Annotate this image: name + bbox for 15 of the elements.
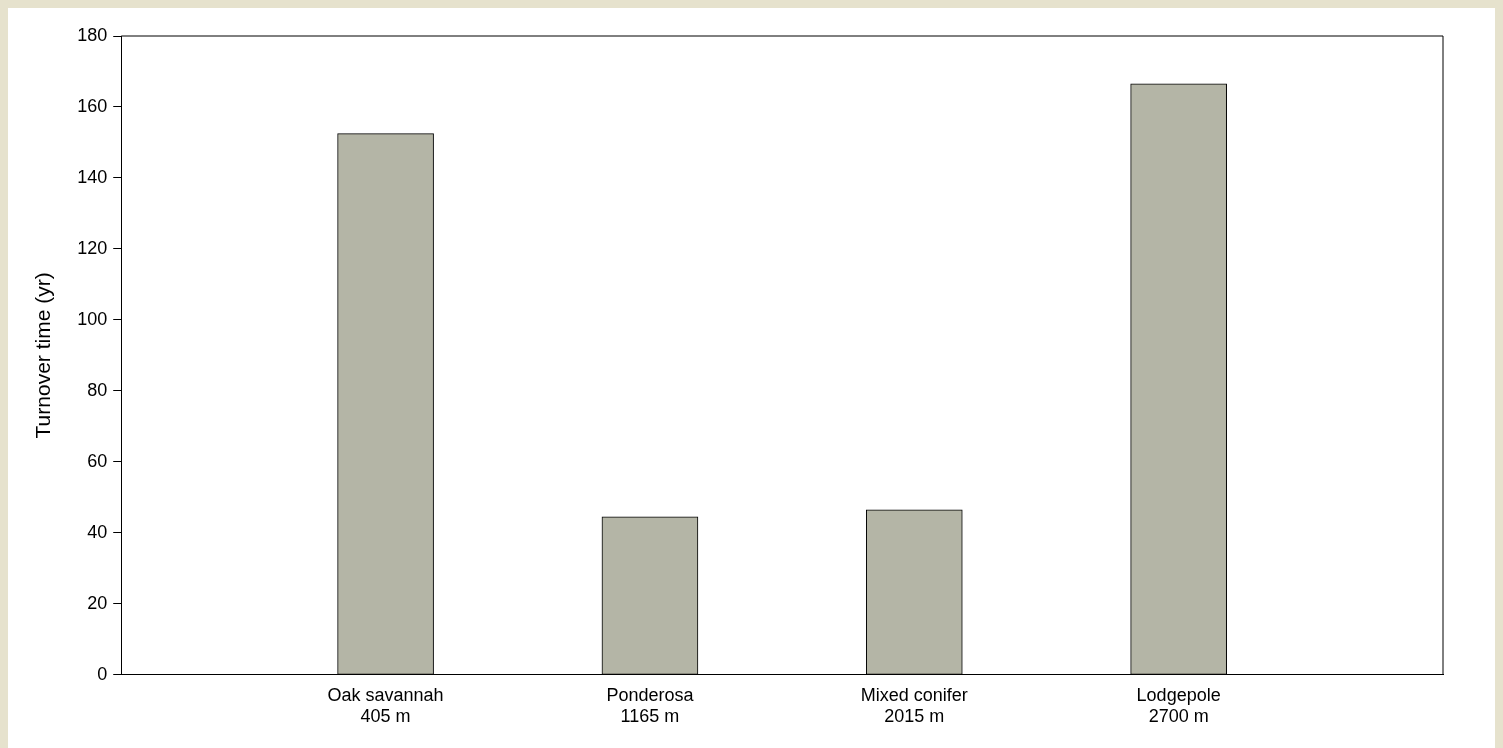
y-tick-label: 60 xyxy=(87,450,108,471)
y-tick-label: 180 xyxy=(77,24,108,45)
y-tick-label: 80 xyxy=(87,379,108,400)
x-tick-label: Mixed conifer 2015 m xyxy=(860,684,968,727)
y-tick-label: 140 xyxy=(77,166,108,187)
y-axis-title: Turnover time (yr) xyxy=(31,272,55,439)
y-tick-label: 100 xyxy=(77,308,108,329)
y-tick-label: 20 xyxy=(87,592,108,613)
x-tick-label: Lodgepole 2700 m xyxy=(1136,684,1221,727)
y-tick-label: 40 xyxy=(87,521,108,542)
y-tick-label: 160 xyxy=(77,95,108,116)
y-tick-label: 0 xyxy=(97,663,108,684)
y-tick-label: 120 xyxy=(77,237,108,258)
x-tick-label: Ponderosa 1165 m xyxy=(606,684,695,727)
x-tick-label: Oak savannah 405 m xyxy=(327,684,444,727)
